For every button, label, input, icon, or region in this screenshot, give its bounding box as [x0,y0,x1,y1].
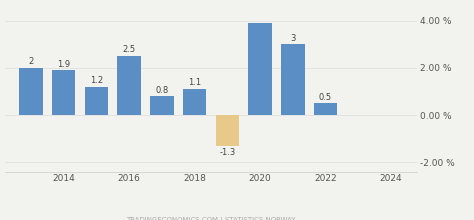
Text: 3: 3 [290,34,295,43]
Bar [84,87,108,115]
Bar [248,23,272,115]
Text: 2.5: 2.5 [123,46,136,55]
Text: 2: 2 [28,57,34,66]
Bar [216,115,239,146]
Text: TRADINGECONOMICS.COM | STATISTICS NORWAY: TRADINGECONOMICS.COM | STATISTICS NORWAY [126,217,296,220]
Text: 1.2: 1.2 [90,76,103,85]
Bar [19,68,43,115]
Bar [281,44,304,115]
Bar [118,56,141,115]
Text: 1.1: 1.1 [188,79,201,88]
Text: 0.8: 0.8 [155,86,168,95]
Bar [183,89,206,115]
Text: 1.9: 1.9 [57,60,70,69]
Text: -1.3: -1.3 [219,148,236,157]
Text: 0.5: 0.5 [319,93,332,102]
Bar [314,103,337,115]
Bar [52,70,75,115]
Bar [150,96,173,115]
